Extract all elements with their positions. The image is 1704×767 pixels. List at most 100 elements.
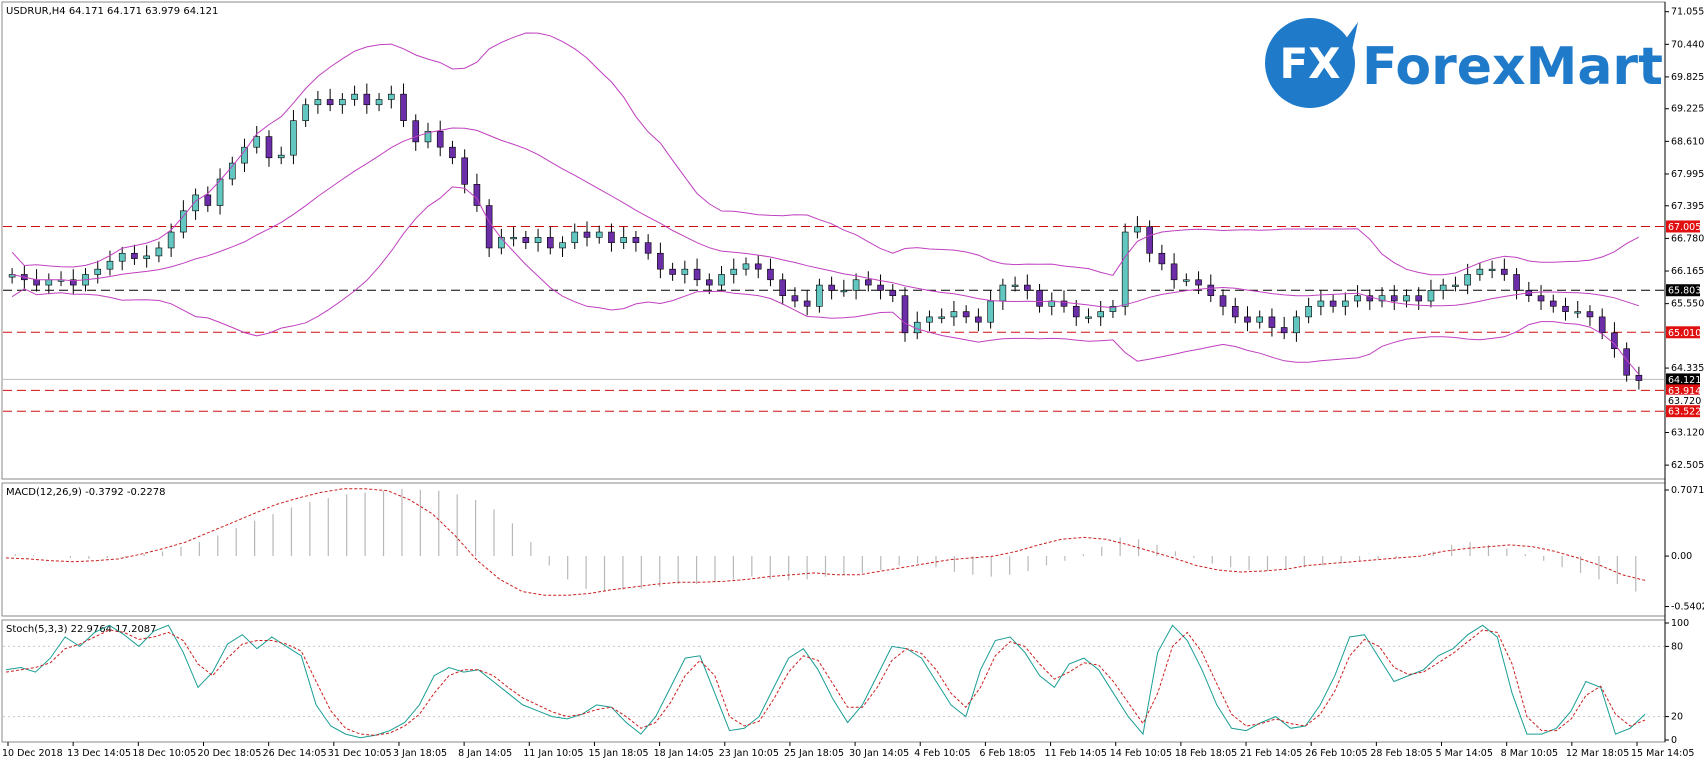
bollinger-lower <box>11 186 1640 375</box>
candle-body <box>644 242 652 254</box>
candle-body <box>1219 295 1227 307</box>
xtick-label: 31 Dec 10:05 <box>328 748 392 759</box>
xtick-label: 18 Feb 18:05 <box>1175 748 1237 759</box>
logo-arrow-icon <box>1345 22 1358 50</box>
candle-body <box>657 252 664 270</box>
candle-body <box>94 268 102 275</box>
candle-body <box>1390 295 1398 302</box>
candle-body <box>1403 295 1410 302</box>
candle-body <box>1060 300 1068 307</box>
level-tag-label: 67.005 <box>1668 222 1701 233</box>
candle-body <box>424 130 432 143</box>
candle-body <box>1158 252 1166 265</box>
candle-body <box>742 263 750 270</box>
candle-body <box>828 284 835 291</box>
candle-body <box>253 136 261 148</box>
candle-body <box>1170 263 1178 281</box>
xtick-label: 14 Feb 10:05 <box>1110 748 1172 759</box>
candle-body <box>1366 295 1374 302</box>
xtick-label: 18 Dec 10:05 <box>132 748 196 759</box>
stoch-ytick-label: 80 <box>1671 641 1683 652</box>
xtick-label: 4 Feb 10:05 <box>914 748 970 759</box>
candle-body <box>1342 300 1349 307</box>
logo-part1: Forex <box>1362 37 1526 97</box>
candle-body <box>1146 226 1153 254</box>
xtick-label: 5 Mar 14:05 <box>1436 748 1493 759</box>
candle-body <box>1011 284 1019 287</box>
xtick-label: 13 Dec 14:05 <box>67 748 131 759</box>
price-ytick-label: 65.550 <box>1671 299 1704 310</box>
candle-body <box>1109 305 1117 312</box>
stoch-signal-line <box>5 629 1646 736</box>
candle-body <box>387 93 395 100</box>
xtick-label: 21 Feb 14:05 <box>1240 748 1302 759</box>
candle-body <box>1317 300 1325 307</box>
candle-body <box>461 157 468 185</box>
candle-body <box>1574 311 1582 314</box>
candle-body <box>534 237 542 243</box>
xtick-label: 30 Jan 14:05 <box>849 748 909 759</box>
candle-body <box>901 295 909 334</box>
candle-body <box>852 279 860 291</box>
candle-body <box>449 146 456 159</box>
stoch-info-label: Stoch(5,3,3) 22.9764 17.2087 <box>6 624 157 635</box>
candle-body <box>1452 284 1459 287</box>
candle-body <box>155 247 163 257</box>
candle-body <box>485 205 493 249</box>
candle-body <box>1134 226 1141 233</box>
level-tag-label: 63.720 <box>1668 396 1701 407</box>
candle-body <box>1635 374 1643 381</box>
candle-body <box>632 237 640 243</box>
candle-body <box>1280 327 1288 334</box>
xtick-label: 15 Jan 18:05 <box>588 748 648 759</box>
candle-body <box>816 284 823 307</box>
candle-body <box>999 284 1007 302</box>
candle-body <box>1476 268 1484 275</box>
candle-body <box>1183 279 1190 282</box>
candle-body <box>228 162 236 180</box>
macd-ytick-label: 0.00 <box>1671 551 1692 562</box>
candle-body <box>143 255 150 259</box>
candle-body <box>1293 316 1300 334</box>
candle-body <box>1513 274 1520 291</box>
candle-body <box>1488 268 1496 271</box>
candle-body <box>522 237 530 243</box>
candle-body <box>1195 279 1202 286</box>
candle-body <box>1378 295 1386 302</box>
candle-body <box>1415 295 1423 302</box>
candle-body <box>583 231 591 238</box>
candle-body <box>412 120 420 143</box>
macd-ytick-label: 0.7071 <box>1671 485 1704 496</box>
price-ytick-label: 71.055 <box>1671 7 1704 18</box>
candle-body <box>620 237 627 243</box>
xtick-label: 26 Feb 10:05 <box>1305 748 1367 759</box>
candle-body <box>1598 316 1606 334</box>
candle-body <box>1586 311 1594 318</box>
candle-body <box>608 231 615 243</box>
candle-body <box>375 99 383 106</box>
candle-body <box>180 210 187 233</box>
logo-emblem-circle <box>1265 18 1355 108</box>
level-tag-label: 64.121 <box>1668 375 1701 386</box>
candle-body <box>865 279 872 286</box>
candle-body <box>1439 284 1447 291</box>
bollinger-middle <box>11 127 1640 309</box>
candle-body <box>1562 305 1569 312</box>
candle-body <box>45 279 53 286</box>
logo-emblem-text: FX <box>1279 39 1340 88</box>
candle-body <box>730 268 738 275</box>
candle-body <box>1256 316 1264 323</box>
price-ytick-label: 70.440 <box>1671 39 1704 50</box>
level-tag-bg <box>1666 326 1700 339</box>
candle-body <box>571 231 579 243</box>
xtick-label: 11 Jan 10:05 <box>523 748 583 759</box>
candle-body <box>1072 305 1080 318</box>
level-tag-label: 65.010 <box>1668 328 1701 339</box>
price-ytick-label: 67.995 <box>1671 169 1704 180</box>
price-ytick-label: 69.225 <box>1671 104 1704 115</box>
candle-body <box>314 99 322 106</box>
candle-body <box>1024 284 1031 291</box>
candle-body <box>706 279 713 286</box>
candle-body <box>363 93 371 106</box>
candle-body <box>926 316 933 323</box>
